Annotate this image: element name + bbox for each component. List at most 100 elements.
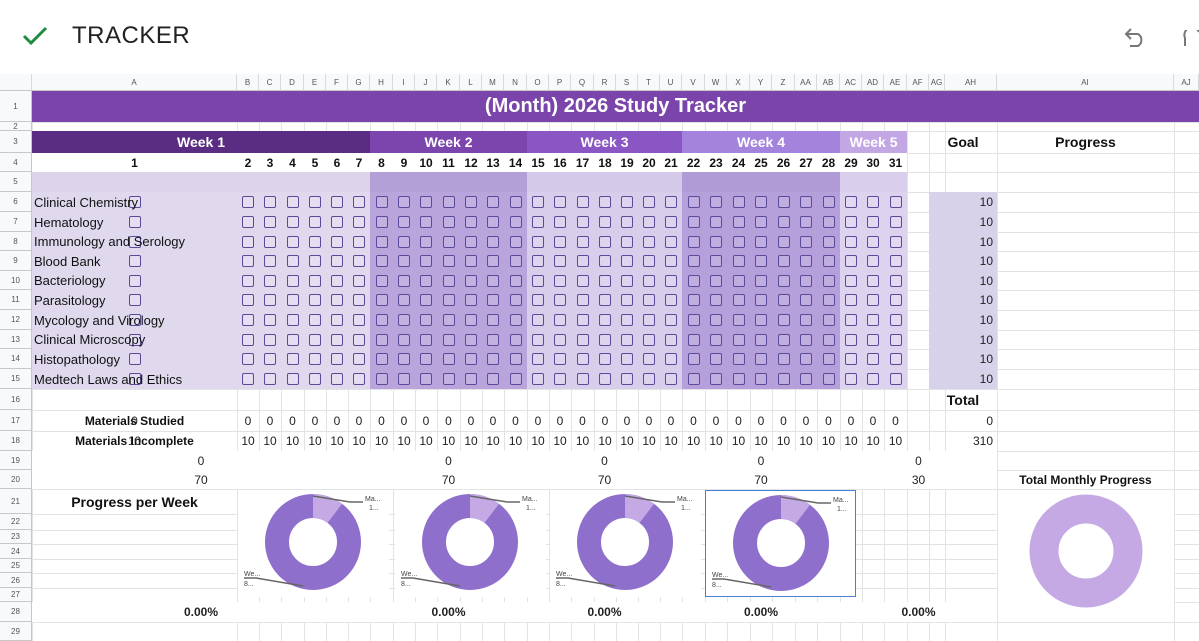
- day-checkbox[interactable]: [465, 274, 477, 287]
- materials-incomplete-cell[interactable]: 10: [374, 434, 389, 448]
- day-checkbox[interactable]: [286, 353, 299, 365]
- day-checkbox[interactable]: [242, 216, 254, 228]
- percentage-value[interactable]: 0.00%: [840, 602, 997, 622]
- materials-studied-cell[interactable]: 0: [667, 413, 675, 428]
- day-checkbox[interactable]: [800, 216, 812, 228]
- materials-studied-cell[interactable]: 0: [534, 413, 542, 428]
- day-checkbox[interactable]: [264, 294, 276, 306]
- day-checkbox[interactable]: [800, 333, 812, 346]
- row-header[interactable]: 9: [0, 251, 32, 271]
- day-checkbox[interactable]: [420, 235, 432, 248]
- day-checkbox[interactable]: [309, 373, 321, 385]
- day-checkbox[interactable]: [621, 216, 633, 228]
- day-checkbox[interactable]: [331, 353, 343, 365]
- goal-value[interactable]: 10: [929, 212, 997, 232]
- day-checkbox[interactable]: [867, 216, 879, 228]
- day-checkbox[interactable]: [800, 294, 812, 306]
- weekly-studied-value[interactable]: 0: [682, 451, 840, 470]
- materials-incomplete-cell[interactable]: 10: [866, 434, 880, 448]
- day-checkbox[interactable]: [532, 274, 544, 287]
- day-checkbox[interactable]: [621, 294, 633, 306]
- day-checkbox[interactable]: [732, 294, 745, 306]
- day-checkbox[interactable]: [687, 216, 700, 228]
- day-checkbox[interactable]: [755, 216, 767, 228]
- day-checkbox[interactable]: [643, 235, 655, 248]
- day-checkbox[interactable]: [576, 255, 589, 267]
- materials-studied-cell[interactable]: 0: [266, 413, 274, 428]
- day-checkbox[interactable]: [665, 235, 677, 248]
- day-checkbox[interactable]: [710, 314, 722, 326]
- day-checkbox[interactable]: [889, 255, 902, 267]
- day-checkbox[interactable]: [800, 255, 812, 267]
- day-checkbox[interactable]: [331, 235, 343, 248]
- day-checkbox[interactable]: [375, 196, 388, 208]
- materials-studied-cell[interactable]: 0: [556, 413, 564, 428]
- day-checkbox[interactable]: [621, 333, 633, 346]
- day-checkbox[interactable]: [375, 333, 388, 346]
- day-checkbox[interactable]: [420, 255, 432, 267]
- day-checkbox[interactable]: [710, 294, 722, 306]
- day-checkbox[interactable]: [599, 353, 611, 365]
- day-checkbox[interactable]: [331, 373, 343, 385]
- day-checkbox[interactable]: [353, 373, 365, 385]
- day-checkbox[interactable]: [643, 216, 655, 228]
- row-header[interactable]: 13: [0, 330, 32, 349]
- day-checkbox[interactable]: [621, 314, 633, 326]
- day-checkbox[interactable]: [822, 274, 835, 287]
- day-checkbox[interactable]: [867, 294, 879, 306]
- day-checkbox[interactable]: [822, 196, 835, 208]
- weekly-incomplete-value[interactable]: 70: [370, 470, 527, 489]
- materials-incomplete-cell[interactable]: 10: [709, 434, 723, 448]
- day-checkbox[interactable]: [621, 373, 633, 385]
- day-checkbox[interactable]: [599, 294, 611, 306]
- row-header[interactable]: 11: [0, 290, 32, 310]
- day-checkbox[interactable]: [128, 274, 141, 287]
- column-header[interactable]: J: [415, 74, 437, 91]
- day-checkbox[interactable]: [242, 196, 254, 208]
- materials-studied-cell[interactable]: 0: [579, 413, 586, 428]
- day-checkbox[interactable]: [532, 373, 544, 385]
- materials-studied-cell[interactable]: 0: [512, 413, 519, 428]
- materials-incomplete-cell[interactable]: 10: [642, 434, 656, 448]
- day-checkbox[interactable]: [309, 353, 321, 365]
- day-checkbox[interactable]: [420, 373, 432, 385]
- day-checkbox[interactable]: [867, 333, 879, 346]
- day-checkbox[interactable]: [800, 353, 812, 365]
- day-checkbox[interactable]: [800, 196, 812, 208]
- column-header[interactable]: C: [259, 74, 281, 91]
- day-checkbox[interactable]: [442, 235, 455, 248]
- materials-incomplete-cell[interactable]: 10: [330, 434, 344, 448]
- materials-studied-cell[interactable]: 0: [400, 413, 408, 428]
- day-checkbox[interactable]: [375, 235, 388, 248]
- day-checkbox[interactable]: [331, 314, 343, 326]
- day-checkbox[interactable]: [442, 294, 455, 306]
- day-checkbox[interactable]: [420, 216, 432, 228]
- column-header[interactable]: V: [682, 74, 705, 91]
- day-checkbox[interactable]: [353, 196, 365, 208]
- column-header[interactable]: E: [304, 74, 326, 91]
- day-checkbox[interactable]: [732, 373, 745, 385]
- day-checkbox[interactable]: [889, 235, 902, 248]
- day-checkbox[interactable]: [487, 255, 499, 267]
- weekly-studied-value[interactable]: 0: [32, 451, 370, 470]
- goal-value[interactable]: 10: [929, 349, 997, 369]
- day-checkbox[interactable]: [509, 353, 522, 365]
- day-checkbox[interactable]: [264, 314, 276, 326]
- day-checkbox[interactable]: [242, 235, 254, 248]
- column-header[interactable]: AE: [884, 74, 907, 91]
- day-checkbox[interactable]: [242, 314, 254, 326]
- day-checkbox[interactable]: [128, 235, 141, 248]
- day-checkbox[interactable]: [442, 196, 455, 208]
- day-checkbox[interactable]: [732, 314, 745, 326]
- day-checkbox[interactable]: [777, 333, 790, 346]
- day-checkbox[interactable]: [375, 294, 388, 306]
- materials-studied-cell[interactable]: 0: [131, 413, 138, 428]
- day-checkbox[interactable]: [755, 274, 767, 287]
- day-checkbox[interactable]: [375, 373, 388, 385]
- day-checkbox[interactable]: [777, 255, 790, 267]
- weekly-incomplete-value[interactable]: 70: [527, 470, 682, 489]
- column-header[interactable]: M: [482, 74, 504, 91]
- day-checkbox[interactable]: [264, 353, 276, 365]
- day-checkbox[interactable]: [286, 274, 299, 287]
- weekly-studied-value[interactable]: 0: [840, 451, 997, 470]
